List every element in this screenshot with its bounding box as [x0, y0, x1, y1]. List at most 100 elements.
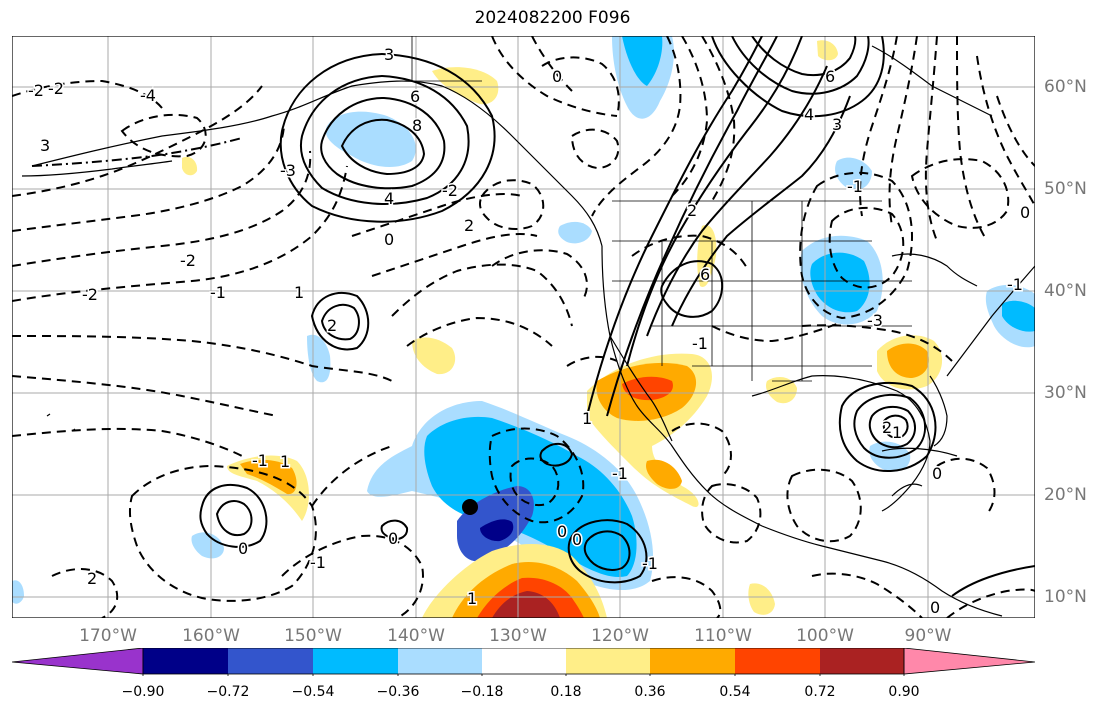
contour-label: -1	[252, 451, 268, 470]
contour-label: -1	[210, 283, 226, 302]
negative-shade-core-deep	[480, 519, 514, 542]
negative-shade-small-9	[12, 580, 24, 604]
colorbar	[12, 648, 1035, 676]
negative-shade-east-core	[1002, 300, 1035, 332]
negative-shade-small-6	[558, 221, 592, 244]
positive-shade-alaska	[432, 67, 499, 105]
contour-label: -1	[612, 464, 628, 483]
positive-shade-small-3	[748, 583, 775, 615]
latitude-label: 60°N	[1044, 77, 1087, 97]
latitude-label: 20°N	[1044, 485, 1087, 505]
longitude-label: 170°W	[79, 626, 137, 646]
coastlines	[21, 45, 1035, 617]
colorbar-tick-label: −0.72	[206, 684, 250, 700]
longitude-label: 130°W	[489, 626, 547, 646]
contour-label: 0	[572, 530, 582, 549]
dashed-contours	[12, 36, 1035, 618]
contour-label: 6	[410, 87, 420, 106]
contour-label: 3	[40, 136, 50, 155]
contour-label: -4	[140, 86, 156, 105]
contour-label: 0	[552, 67, 562, 86]
colorbar-extend-low	[12, 648, 144, 675]
contour-label: -1	[1007, 275, 1023, 294]
contour-label: 4	[804, 105, 814, 124]
contour-label: 1	[582, 409, 592, 428]
longitude-label: 140°W	[387, 626, 445, 646]
contour-label: -2	[442, 181, 458, 200]
positive-shade-small-4	[817, 40, 838, 61]
contour-label: 1	[294, 283, 304, 302]
contour-label: 6	[825, 67, 835, 86]
contour-labels: 3 6 8 4 0 2 -2 -2 3 -4 -3 -2 -2 -1 1 2 -…	[27, 44, 1032, 619]
positive-shade-mexico	[646, 459, 682, 489]
contour-label: -2	[82, 285, 98, 304]
latitude-label: 40°N	[1044, 281, 1087, 301]
negative-shade-alaska	[325, 111, 416, 168]
colorbar-segment	[228, 648, 313, 674]
colorbar-tick-label: 0.54	[719, 684, 751, 700]
positive-shade-south-core	[492, 591, 560, 618]
baja-peninsula	[609, 335, 673, 442]
contour-label: -1	[310, 553, 326, 572]
negative-shade-small-8	[835, 157, 872, 191]
contour-label: 1	[892, 423, 902, 442]
colorbar-segment	[143, 648, 228, 674]
aleutians	[21, 160, 173, 177]
longitude-label: 120°W	[591, 626, 649, 646]
contour-label: -2	[48, 79, 64, 98]
north-america-west-coast	[601, 245, 1003, 617]
state-boundaries	[411, 36, 912, 382]
latitude-label: 10°N	[1044, 587, 1087, 607]
shaded-fields	[12, 36, 1035, 618]
positive-shade-small-1	[412, 337, 456, 375]
positive-shade-baja-core	[622, 376, 673, 401]
positive-shade-small-5	[182, 156, 198, 176]
gridlines	[12, 36, 1035, 618]
positive-shade-gulf-mid	[887, 343, 929, 378]
alaska-coast	[31, 80, 603, 247]
contour-label: 2	[464, 216, 474, 235]
colorbar-tick-label: 0.72	[804, 684, 836, 700]
colorbar-segment	[735, 648, 820, 674]
longitude-label: 110°W	[694, 626, 752, 646]
map-title: 2024082200 F096	[474, 8, 631, 28]
contour-label: -1	[692, 334, 708, 353]
contour-label: 3	[832, 115, 842, 134]
colorbar-tick-label: −0.54	[291, 684, 335, 700]
east-coast	[946, 265, 1035, 377]
colorbar-tick-label: 0.18	[550, 684, 582, 700]
longitude-label: 150°W	[284, 626, 342, 646]
contour-label: 2	[327, 316, 337, 335]
dashdot-contours	[31, 137, 243, 167]
colorbar-extend-high	[903, 648, 1035, 675]
longitude-label: 160°W	[182, 626, 240, 646]
colorbar-tick-label: 0.36	[634, 684, 666, 700]
contour-label: 4	[384, 189, 394, 208]
colorbar-tick-label: −0.36	[376, 684, 420, 700]
negative-shade-west-small	[191, 532, 224, 559]
colorbar-segment	[650, 648, 735, 674]
map-panel: 3 6 8 4 0 2 -2 -2 3 -4 -3 -2 -2 -1 1 2 -…	[12, 36, 1035, 618]
contour-label: -3	[867, 311, 883, 330]
contour-label: 0	[1020, 203, 1030, 222]
colorbar-tick-label: −0.90	[121, 684, 165, 700]
contour-label: 0	[388, 529, 398, 548]
contour-label: -1	[642, 554, 658, 573]
colorbar-segment	[820, 648, 904, 674]
contour-label: -2	[28, 81, 44, 100]
contour-label: -3	[280, 161, 296, 180]
storm-center-marker	[462, 499, 478, 515]
contour-label: 3	[384, 45, 394, 64]
colorbar-segment	[398, 648, 482, 674]
great-lakes	[891, 253, 978, 287]
yucatan	[891, 483, 923, 497]
longitude-label: 90°W	[904, 626, 952, 646]
positive-shade-west-mid	[240, 459, 297, 495]
longitude-label: 100°W	[796, 626, 854, 646]
contour-label: 0	[238, 539, 248, 558]
contour-label: -1	[847, 177, 863, 196]
negative-shade-cuba	[869, 441, 911, 472]
colorbar-segment	[566, 648, 650, 674]
contour-label: 2	[687, 201, 697, 220]
contour-label: 8	[412, 116, 422, 135]
